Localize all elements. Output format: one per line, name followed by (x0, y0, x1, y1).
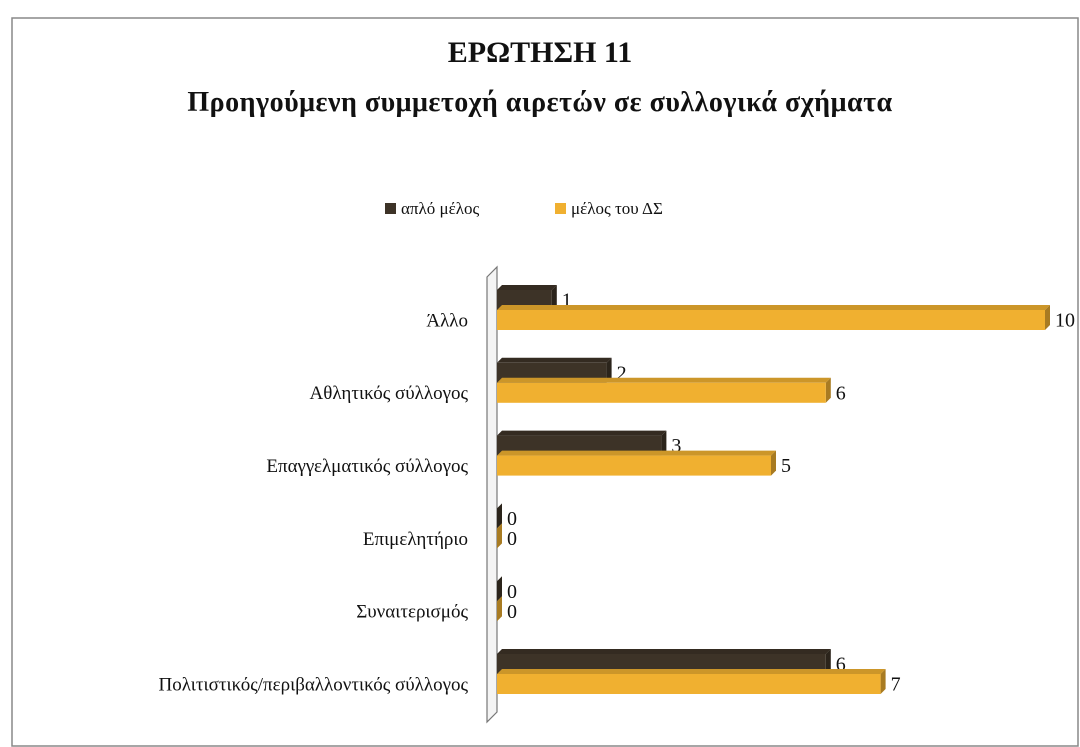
legend-swatch (555, 203, 566, 214)
bar-top (497, 357, 612, 363)
bar-side (497, 576, 502, 602)
value-label: 0 (507, 601, 517, 623)
chart-subtitle: Προηγούμενη συμμετοχή αιρετών σε συλλογι… (187, 87, 893, 118)
value-label: 1 (562, 290, 572, 312)
value-label: 3 (671, 435, 681, 457)
legend-label: απλό μέλος (401, 199, 479, 218)
value-label: 10 (1055, 310, 1075, 332)
y-tick-label: Άλλο (426, 310, 468, 331)
bar-side (661, 430, 667, 456)
bar-side (825, 649, 831, 674)
bar-side (1045, 305, 1050, 330)
y-tick-label: Επιμελητήριο (363, 529, 468, 550)
value-label: 0 (507, 508, 517, 530)
value-label: 6 (836, 382, 846, 404)
bar-top (497, 649, 831, 654)
bar-side (880, 669, 886, 694)
axis-wall (486, 265, 498, 724)
bar-side (606, 357, 612, 383)
bar-top (497, 377, 831, 383)
bar-top (497, 305, 1050, 310)
bar-top (497, 285, 557, 290)
y-tick-label: Πολιτιστικός/περιβαλλοντικός σύλλογος (159, 674, 469, 695)
value-label: 2 (617, 362, 627, 384)
y-tick-label: Αθλητικός σύλλογος (310, 383, 469, 404)
bar (497, 382, 826, 403)
chart-title: ΕΡΩΤΗΣΗ 11 (447, 36, 633, 69)
bar-side (771, 450, 776, 476)
value-label: 7 (891, 674, 901, 696)
bar (497, 674, 881, 694)
bar-side (497, 523, 502, 549)
bar (497, 310, 1045, 330)
value-label: 5 (781, 455, 791, 477)
bar-side (551, 285, 557, 310)
y-tick-label: Συναιτερισμός (356, 602, 468, 623)
bar-top (497, 450, 776, 456)
value-label: 0 (507, 528, 517, 550)
bar-side (825, 377, 831, 403)
bar-side (497, 596, 502, 622)
bar (497, 455, 771, 476)
bar-side (497, 503, 502, 529)
y-tick-label: Επαγγελματικός σύλλογος (266, 456, 468, 477)
value-label: 0 (507, 581, 517, 603)
legend-label: μέλος του ΔΣ (571, 199, 663, 218)
legend-swatch (385, 203, 396, 214)
bar-top (497, 669, 886, 674)
value-label: 6 (836, 654, 846, 676)
bar-top (497, 430, 667, 436)
